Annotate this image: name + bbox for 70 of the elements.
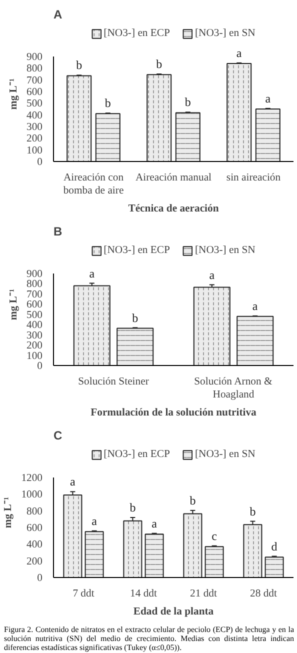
x-tick-label: Aireación manual [135,172,212,184]
y-tick-label: 500 [26,98,42,110]
y-tick-label: 600 [26,87,42,98]
chart-title: B [54,224,62,238]
legend-label: [NO3-] en SN [194,28,256,39]
data-label: a [92,514,98,528]
x-tick-label: Solución Arnon & Hoagland [194,376,273,401]
data-label: b [250,504,256,518]
x-tick-label: Solución Steiner [78,376,150,388]
legend-label: [NO3-] en SN [194,245,256,256]
x-axis-title: Técnica de aeración [128,204,219,215]
legend-label: [NO3-] en ECP [104,449,170,460]
data-label: a [70,474,76,489]
y-axis-title: mg L⁻¹ [8,288,20,320]
y-tick-label: 400 [26,110,42,122]
y-tick-label: 400 [26,540,42,551]
y-tick-label: 300 [26,330,42,342]
data-label: a [89,266,96,280]
x-tick-label: sin aireación [226,172,282,184]
data-label: d [271,539,278,554]
x-axis-title: Edad de la planta [133,606,214,618]
y-tick-label: 600 [26,523,42,534]
data-label: b [156,56,162,71]
y-tick-label: 800 [26,506,42,518]
data-label: b [76,58,82,72]
y-tick-label: 900 [26,52,42,63]
data-label: b [190,493,196,508]
x-tick-label: 21 ddt [190,588,218,600]
y-tick-label: 300 [26,122,42,133]
y-tick-label: 500 [26,310,42,321]
y-tick-label: 100 [26,350,42,362]
y-tick-label: 0 [37,573,42,584]
text: Figura 2. Contenido de nitratos en el extracto celular de peciolo (ECP) de lechuga y en la solución nutritiva (SN) del medio de crecimiento. Medias con distinta letra indican diferencias estadísticas significativas (Tukey (α≤0,05)). [4,625,294,653]
y-tick-label: 700 [26,75,42,86]
y-tick-label: 0 [37,157,42,168]
x-tick-label: 7 ddt [72,588,94,600]
data-label: b [130,500,136,514]
chart-title: C [54,428,62,442]
data-label: a [252,299,258,314]
y-tick-label: 0 [37,361,42,372]
chart-title: A [54,8,62,22]
x-axis-title: Formulación de la solución nutritiva [90,408,258,419]
data-label: a [265,91,272,106]
y-tick-label: 700 [26,289,42,300]
y-tick-label: 800 [26,64,42,75]
data-label: a [209,268,216,282]
legend-label: [NO3-] en ECP [104,28,170,39]
y-tick-label: 600 [26,300,42,311]
data-label: c [212,528,217,543]
y-axis-title: mg L⁻¹ [3,496,14,528]
x-tick-label: 14 ddt [130,588,158,600]
y-tick-label: 100 [26,145,42,156]
data-label: a [152,516,158,530]
data-label: b [184,95,191,109]
data-label: b [104,96,111,110]
y-axis-title: mg L⁻¹ [8,78,20,110]
x-tick-label: 28 ddt [250,588,278,600]
x-tick-label: Aireación con bomba de aire [63,172,124,197]
y-tick-label: 1200 [21,473,42,484]
y-tick-label: 200 [26,556,42,568]
legend-label: [NO3-] en ECP [104,245,170,256]
y-tick-label: 400 [26,320,42,332]
y-tick-label: 800 [26,279,42,290]
y-tick-label: 200 [26,340,42,352]
data-label: b [132,310,138,325]
y-tick-label: 200 [26,134,42,145]
data-label: a [236,46,242,60]
y-tick-label: 1000 [21,490,42,501]
y-tick-label: 900 [26,269,42,280]
legend-label: [NO3-] en SN [194,449,256,460]
